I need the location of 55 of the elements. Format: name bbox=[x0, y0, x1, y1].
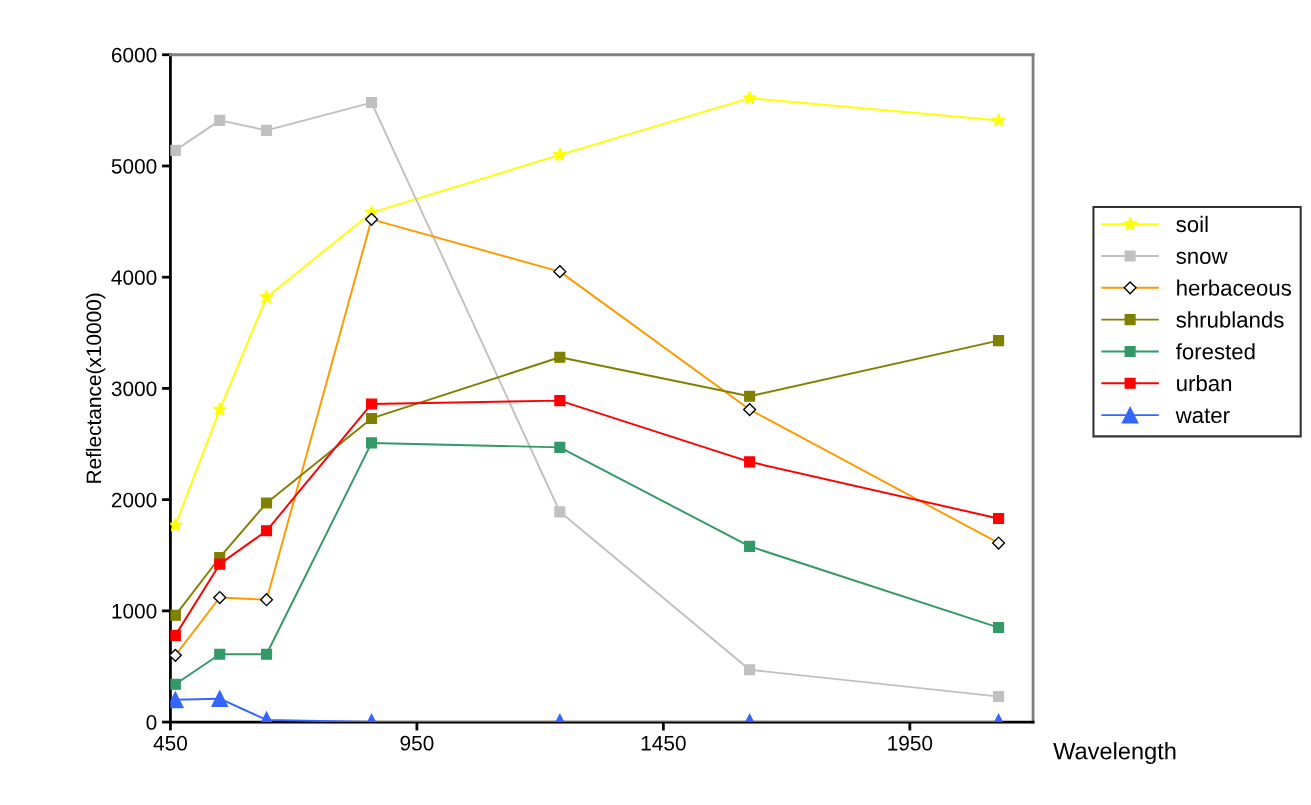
legend-label: urban bbox=[1177, 374, 1232, 392]
x-tick-label: 1450 bbox=[641, 735, 686, 751]
x-tick-label: 950 bbox=[400, 735, 434, 751]
point bbox=[170, 517, 183, 532]
y-tick-label: 6000 bbox=[111, 47, 157, 63]
point bbox=[365, 412, 378, 424]
point bbox=[212, 401, 228, 416]
point bbox=[993, 335, 1005, 347]
point bbox=[260, 124, 273, 136]
point bbox=[170, 144, 181, 156]
y-tick-label: 5000 bbox=[111, 158, 157, 174]
x-tick-label: 450 bbox=[153, 735, 187, 751]
point bbox=[214, 648, 226, 660]
point bbox=[742, 90, 757, 105]
point bbox=[554, 395, 566, 407]
point bbox=[260, 648, 273, 660]
point bbox=[993, 690, 1005, 703]
point bbox=[211, 690, 229, 708]
point bbox=[993, 621, 1005, 634]
point bbox=[365, 97, 378, 109]
point bbox=[170, 609, 181, 621]
point bbox=[170, 691, 184, 709]
point bbox=[554, 441, 566, 453]
legend-label: soil bbox=[1176, 215, 1208, 233]
y-tick-label: 3000 bbox=[111, 381, 157, 397]
y-tick-label: 0 bbox=[146, 715, 157, 730]
point bbox=[365, 398, 378, 410]
y-tick-label: 1000 bbox=[112, 603, 157, 619]
y-tick-label: 4000 bbox=[111, 270, 157, 285]
y-tick-label: 2000 bbox=[111, 492, 157, 508]
point bbox=[744, 456, 756, 468]
legend-label: forested bbox=[1175, 343, 1255, 360]
legend-label: shrublands bbox=[1176, 311, 1284, 328]
point bbox=[991, 112, 1006, 127]
point bbox=[214, 558, 226, 570]
point bbox=[260, 497, 273, 509]
point bbox=[554, 506, 566, 518]
point bbox=[170, 678, 181, 690]
legend-label: herbaceous bbox=[1177, 279, 1292, 296]
legend-label: snow bbox=[1176, 251, 1228, 264]
point bbox=[259, 289, 274, 304]
point bbox=[170, 629, 181, 641]
point bbox=[744, 390, 756, 402]
x-tick-label: 1950 bbox=[888, 735, 933, 751]
point bbox=[554, 351, 566, 363]
point bbox=[365, 437, 378, 449]
point bbox=[744, 664, 756, 676]
point bbox=[744, 540, 756, 552]
x-axis-title: Wavelength bbox=[1053, 742, 1176, 765]
legend-label: water bbox=[1175, 408, 1230, 424]
point bbox=[214, 114, 226, 126]
y-axis-title: Reflectance(x10000) bbox=[85, 293, 106, 483]
point bbox=[552, 147, 568, 162]
point bbox=[260, 525, 273, 537]
point bbox=[993, 512, 1005, 525]
